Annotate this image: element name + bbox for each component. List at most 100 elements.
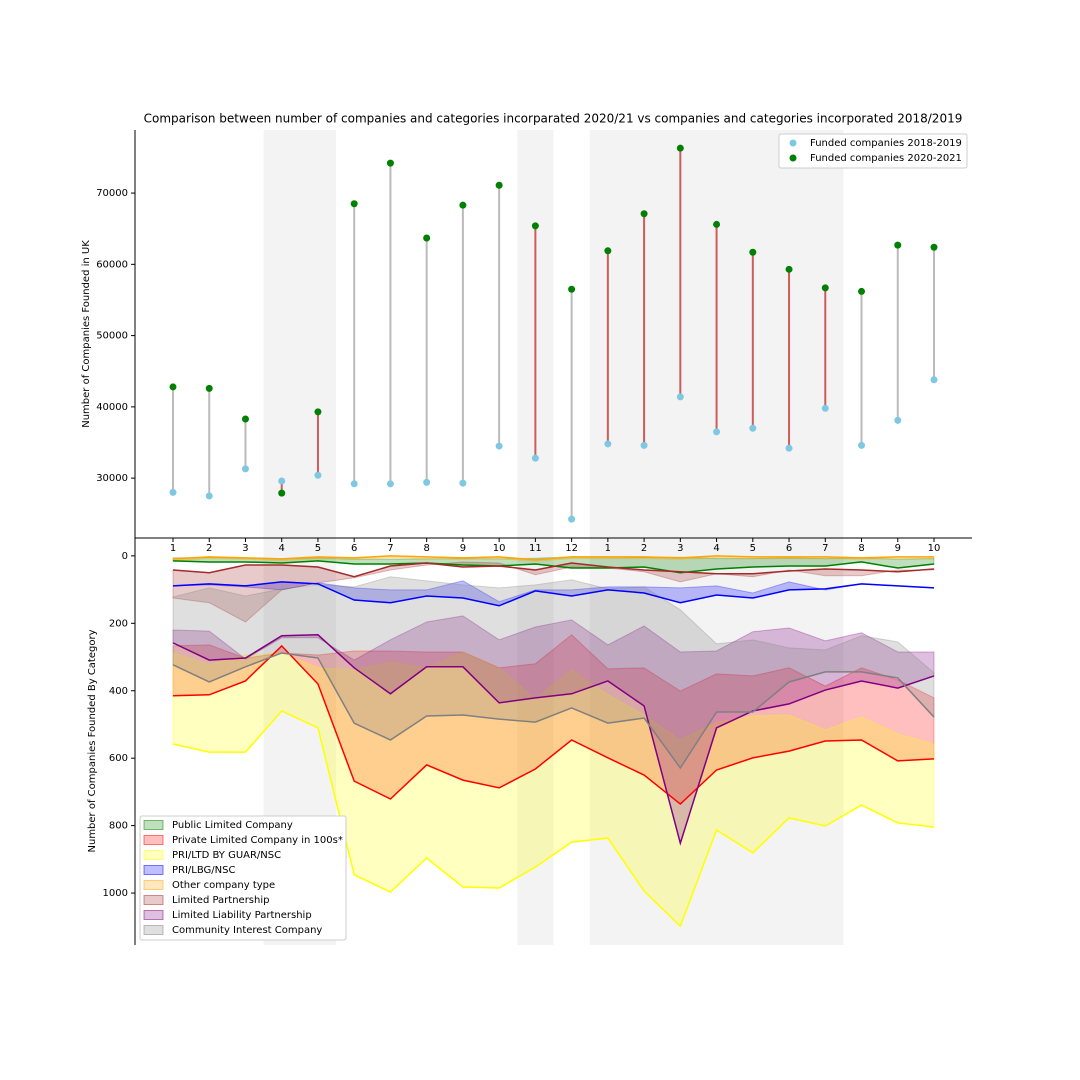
- legend-label: Limited Partnership: [172, 895, 270, 906]
- x-tick-label: 10: [928, 543, 941, 554]
- x-tick-label: 8: [423, 543, 429, 554]
- legend-label: Funded companies 2018-2019: [810, 138, 962, 149]
- shade-band: [625, 538, 663, 945]
- y-tick-label: 30000: [96, 473, 128, 484]
- legend: Funded companies 2018-2019 Funded compani…: [778, 133, 968, 169]
- dot: [205, 492, 213, 500]
- dot: [930, 376, 938, 384]
- legend-patch: [143, 925, 164, 935]
- line: [172, 652, 935, 770]
- y-tick-label: 1000: [103, 888, 128, 899]
- x-tick-label: 2: [641, 543, 647, 554]
- x-tick-label: 5: [315, 543, 321, 554]
- dot: [785, 265, 793, 273]
- shade-band: [263, 130, 300, 538]
- dot: [640, 441, 648, 449]
- x-tick-label: 6: [786, 543, 792, 554]
- y-tick-label: 60000: [96, 259, 128, 270]
- dot: [785, 444, 793, 452]
- line: [172, 581, 935, 607]
- legend-label: Community Interest Company: [172, 925, 322, 936]
- y-tick-label: 50000: [96, 331, 128, 342]
- dot: [314, 408, 322, 416]
- y-axis-label: Number of Companies Founded in UK: [81, 240, 92, 428]
- x-tick-label: 9: [895, 543, 901, 554]
- line: [172, 710, 935, 928]
- x-tick-label: 10: [493, 543, 506, 554]
- x-tick-label: 12: [565, 543, 578, 554]
- legend-patch: [143, 910, 164, 920]
- dot: [495, 442, 503, 450]
- dot: [241, 415, 249, 423]
- legend-box: [139, 815, 347, 941]
- legend-label: Funded companies 2020-2021: [810, 153, 962, 164]
- dot: [568, 515, 576, 523]
- dot: [241, 465, 249, 473]
- x-tick-label: 5: [750, 543, 756, 554]
- x-tick-label: 3: [677, 543, 683, 554]
- shade-band: [770, 538, 808, 945]
- dot: [676, 144, 684, 152]
- dot: [423, 234, 431, 242]
- x-tick-label: 7: [387, 543, 393, 554]
- legend-label: PRI/LBG/NSC: [172, 865, 235, 876]
- x-tick-label: 3: [242, 543, 248, 554]
- y-tick-label: 800: [109, 821, 128, 832]
- x-tick-label: 1: [170, 543, 176, 554]
- legend-label: PRI/LTD BY GUAR/NSC: [172, 850, 281, 861]
- legend-patch: [143, 850, 164, 860]
- x-tick-label: 6: [351, 543, 357, 554]
- dot: [459, 201, 467, 209]
- dot: [713, 428, 721, 436]
- line: [172, 634, 935, 846]
- line: [172, 555, 934, 561]
- y-tick-label: 0: [122, 551, 128, 562]
- dot: [604, 440, 612, 448]
- y-tick-label: 40000: [96, 402, 128, 413]
- shade-band: [517, 538, 554, 945]
- line: [172, 644, 935, 806]
- dot: [531, 222, 539, 230]
- dot: [386, 480, 394, 488]
- dot: [350, 480, 358, 488]
- legend-label: Private Limited Company in 100s*: [172, 835, 343, 846]
- shade-band: [662, 538, 699, 945]
- y-tick-label: 600: [109, 753, 128, 764]
- x-tick-label: 7: [822, 543, 828, 554]
- dot: [205, 384, 213, 392]
- dot: [386, 159, 394, 167]
- x-tick-label: 8: [858, 543, 864, 554]
- dot: [278, 489, 286, 497]
- shade-band: [589, 538, 626, 945]
- legend-marker: [789, 139, 797, 147]
- legend-patch: [143, 820, 164, 830]
- legend-patch: [143, 880, 164, 890]
- x-tick-label: 4: [713, 543, 719, 554]
- dot: [894, 416, 902, 424]
- dot: [568, 285, 576, 293]
- y-tick-label: 70000: [96, 188, 128, 199]
- line: [172, 562, 935, 578]
- dot: [930, 243, 938, 251]
- legend-patch: [143, 835, 164, 845]
- legend-patch: [143, 895, 164, 905]
- legend-marker: [789, 154, 797, 162]
- dot: [459, 479, 467, 487]
- x-tick-label: 1: [605, 543, 611, 554]
- x-tick-label: 9: [460, 543, 466, 554]
- dot: [350, 200, 358, 208]
- dot: [858, 441, 866, 449]
- dot: [858, 287, 866, 295]
- legend-box: [778, 133, 968, 169]
- x-tick-label: 11: [529, 543, 542, 554]
- dot: [749, 424, 757, 432]
- dot: [713, 220, 721, 228]
- shade-band: [698, 538, 735, 945]
- legend: Public Limited Company Private Limited Co…: [139, 815, 347, 941]
- legend-label: Other company type: [172, 880, 275, 891]
- x-tick-label: 4: [279, 543, 285, 554]
- legend-label: Limited Liability Partnership: [172, 910, 312, 921]
- dot: [894, 241, 902, 249]
- shade-band: [734, 538, 771, 945]
